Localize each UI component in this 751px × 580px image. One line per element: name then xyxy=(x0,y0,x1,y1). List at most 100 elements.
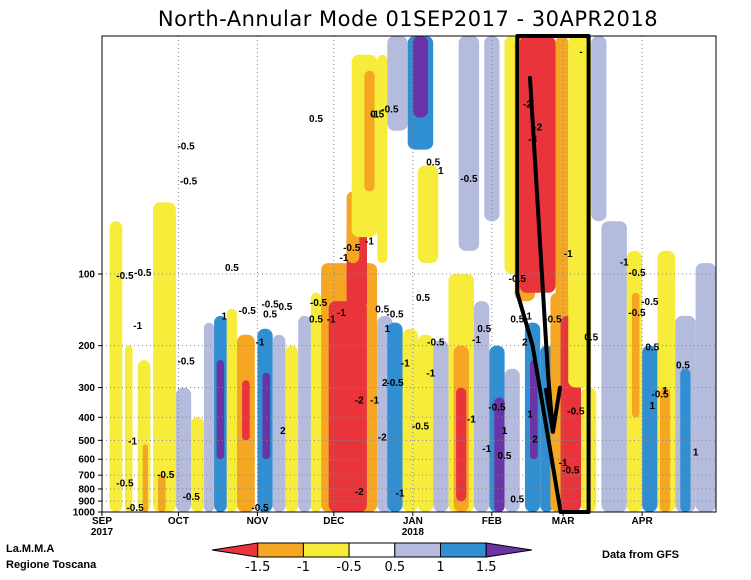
contour-label-3: -1 xyxy=(133,321,142,332)
contour-label-69: -0.5 xyxy=(562,466,580,477)
chart-title: North-Annular Mode 01SEP2017 - 30APR2018 xyxy=(158,7,658,31)
field-band-59 xyxy=(631,292,640,418)
field-band-47 xyxy=(519,36,556,293)
contour-label-35: -2 xyxy=(355,487,364,498)
field-band-16 xyxy=(272,334,286,512)
field-band-49 xyxy=(530,360,538,460)
field-band-34 xyxy=(417,334,434,512)
contour-label-45: -0.5 xyxy=(177,142,195,153)
contour-label-50: -1 xyxy=(472,335,481,346)
colorbar-swatch-1 xyxy=(257,542,304,558)
x-tick-label-7: APR xyxy=(632,516,654,527)
contour-label-46: 0.5 xyxy=(426,158,440,169)
contour-label-25: -1 xyxy=(365,236,374,247)
data-source-label: Data from GFS xyxy=(602,549,679,561)
contour-label-75: 0.5 xyxy=(645,343,659,354)
contour-label-54: 0.5 xyxy=(498,451,512,462)
contour-label-77: 1 xyxy=(662,386,668,397)
field-band-54 xyxy=(568,36,592,388)
field-band-18 xyxy=(298,315,311,512)
y-tick-label-0: 100 xyxy=(78,270,95,281)
field-band-30 xyxy=(387,36,408,131)
contour-label-58: 2 xyxy=(522,338,528,349)
contour-label-47: 1 xyxy=(438,166,444,177)
y-tick-label-2: 300 xyxy=(78,383,95,394)
annotation-overlay xyxy=(515,34,591,514)
contour-label-18: -0.5 xyxy=(251,503,269,514)
contour-label-80: 1 xyxy=(693,448,699,459)
contour-label-24: -0.5 xyxy=(343,243,361,254)
contour-label-81: 0.5 xyxy=(510,494,524,505)
y-tick-label-9: 1000 xyxy=(73,508,96,519)
contour-label-65: -0.5 xyxy=(544,315,562,326)
field-band-13 xyxy=(242,380,250,441)
contour-label-15: 0.5 xyxy=(278,302,292,313)
contour-label-66: -1 xyxy=(564,249,573,260)
contour-label-79: 0.5 xyxy=(676,361,690,372)
contour-label-57: 0.5 xyxy=(510,315,524,326)
field-band-6 xyxy=(175,387,192,512)
field-band-64 xyxy=(680,368,691,512)
colorbar-swatch-5 xyxy=(440,542,487,558)
field-band-25 xyxy=(364,70,375,192)
contour-label-71: -1 xyxy=(620,257,629,268)
contour-label-11: 1 xyxy=(222,311,228,322)
y-tick-label-5: 600 xyxy=(78,455,95,466)
contour-label-14: -0.5 xyxy=(261,299,279,310)
colorbar-level-1: -1 xyxy=(297,560,310,575)
contour-label-20: 0.5 xyxy=(309,315,323,326)
contour-label-28: 1 xyxy=(385,324,391,335)
contour-label-17: 2 xyxy=(280,426,286,437)
x-tick-label-6: MAR xyxy=(552,516,576,527)
field-band-52 xyxy=(555,36,569,329)
contour-label-13: 0.5 xyxy=(263,309,277,320)
contour-label-55: -1 xyxy=(482,444,491,455)
contour-label-39: -0.5 xyxy=(427,338,445,349)
field-band-40 xyxy=(474,301,490,512)
field-band-62 xyxy=(660,387,671,512)
contour-label-34: -2 xyxy=(378,432,387,443)
contour-label-38: -1 xyxy=(426,369,435,380)
contour-label-52: -0.5 xyxy=(488,403,506,414)
y-tick-label-3: 400 xyxy=(78,413,95,424)
field-band-11 xyxy=(226,308,237,512)
colorbar: -1.5 -1 -0.5 0.5 1 1.5 xyxy=(211,542,532,575)
field-band-5 xyxy=(158,475,166,512)
colorbar-swatch-4 xyxy=(394,542,441,558)
contour-label-6: -0.5 xyxy=(116,478,134,489)
plot-area: -0.5 -0.5-0.5-1-0.5-1-0.5-0.5-0.5-0.50.51… xyxy=(101,34,717,514)
contour-label-26: -0.5 xyxy=(386,309,404,320)
contour-label-43: -0.5 xyxy=(381,105,399,116)
contour-label-72: -0.5 xyxy=(628,268,646,279)
contour-label-31: 2 xyxy=(382,378,388,389)
field-band-4 xyxy=(153,202,176,512)
y-tick-label-1: 200 xyxy=(78,341,95,352)
contour-label-0: -0.5 xyxy=(116,271,134,282)
contour-label-16: -1 xyxy=(256,338,265,349)
field-band-0 xyxy=(109,221,123,512)
contour-label-67: -0.5 xyxy=(567,407,585,418)
x-tick-sublabel-4: 2018 xyxy=(402,527,425,538)
colorbar-level-5: 1.5 xyxy=(476,560,497,575)
y-tick-label-4: 500 xyxy=(78,436,95,447)
contour-label-19: -0.5 xyxy=(310,298,328,309)
contour-label-9: -0.5 xyxy=(183,492,201,503)
contour-label-44: 0.5 xyxy=(309,114,323,125)
contour-label-33: -1 xyxy=(401,359,410,370)
x-tick-label-3: DEC xyxy=(323,516,344,527)
contour-label-82: - xyxy=(579,47,582,58)
contour-label-63: -2 xyxy=(533,123,542,134)
contour-label-7: -0.5 xyxy=(157,470,175,481)
contour-label-29: -2 xyxy=(355,396,364,407)
contour-label-40: 0.5 xyxy=(416,293,430,304)
contour-label-74: -0.5 xyxy=(641,297,659,308)
annotation-outline xyxy=(515,34,591,514)
field-band-32 xyxy=(412,36,429,118)
field-band-65 xyxy=(695,263,716,512)
contour-label-78: -0.5 xyxy=(651,389,669,400)
y-tick-label-8: 900 xyxy=(78,497,95,508)
contour-label-23: -1 xyxy=(340,253,349,264)
contour-label-8: -0.5 xyxy=(126,503,144,514)
